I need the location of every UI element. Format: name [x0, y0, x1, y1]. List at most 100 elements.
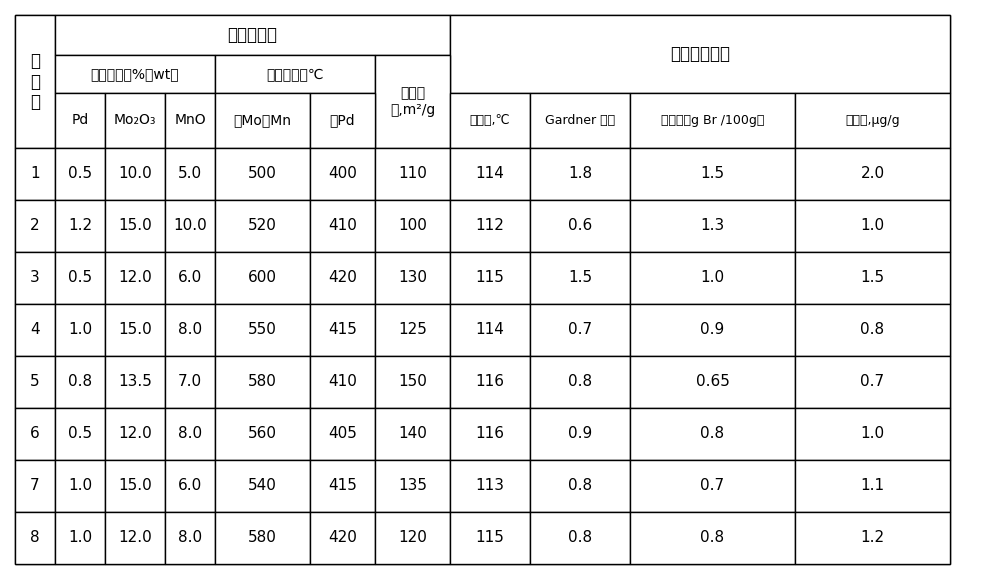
Bar — [310, 512, 375, 564]
Bar — [15, 408, 55, 460]
Text: 150: 150 — [398, 374, 427, 389]
Text: 0.8: 0.8 — [700, 531, 725, 546]
Bar — [15, 304, 55, 356]
Bar — [530, 148, 630, 200]
Text: Pd: Pd — [71, 114, 89, 128]
Text: 405: 405 — [328, 427, 357, 441]
Bar — [375, 200, 450, 252]
Text: 600: 600 — [248, 271, 277, 286]
Bar — [310, 252, 375, 304]
Text: 1.3: 1.3 — [700, 219, 725, 234]
Bar — [530, 512, 630, 564]
Bar — [215, 252, 310, 304]
Bar — [630, 148, 795, 200]
Bar — [530, 252, 630, 304]
Bar — [530, 408, 630, 460]
Text: 0.5: 0.5 — [68, 271, 92, 286]
Text: 1.0: 1.0 — [700, 271, 725, 286]
Text: 113: 113 — [476, 479, 505, 493]
Text: 15.0: 15.0 — [118, 219, 152, 234]
Bar — [310, 304, 375, 356]
Text: 420: 420 — [328, 531, 357, 546]
Text: 氢化树脂指标: 氢化树脂指标 — [670, 45, 730, 63]
Text: 1.0: 1.0 — [860, 427, 885, 441]
Bar — [15, 356, 55, 408]
Text: 7: 7 — [30, 479, 40, 493]
Text: 0.5: 0.5 — [68, 167, 92, 181]
Bar — [450, 356, 530, 408]
Text: 1.5: 1.5 — [860, 271, 885, 286]
Text: 140: 140 — [398, 427, 427, 441]
Text: 415: 415 — [328, 479, 357, 493]
Bar — [105, 460, 165, 512]
Text: 8: 8 — [30, 531, 40, 546]
Text: 8.0: 8.0 — [178, 322, 202, 338]
Bar — [55, 356, 105, 408]
Bar — [105, 356, 165, 408]
Text: 载Mo、Mn: 载Mo、Mn — [234, 114, 292, 128]
Bar — [165, 200, 215, 252]
Text: 100: 100 — [398, 219, 427, 234]
Text: 550: 550 — [248, 322, 277, 338]
Text: 500: 500 — [248, 167, 277, 181]
Text: 116: 116 — [476, 374, 505, 389]
Text: 112: 112 — [476, 219, 504, 234]
Text: 415: 415 — [328, 322, 357, 338]
Bar — [375, 460, 450, 512]
Text: 12.0: 12.0 — [118, 531, 152, 546]
Bar — [55, 512, 105, 564]
Text: 溴值，（g Br /100g）: 溴值，（g Br /100g） — [661, 114, 764, 127]
Bar — [55, 93, 105, 148]
Text: 6.0: 6.0 — [178, 479, 202, 493]
Text: 硫含量,μg/g: 硫含量,μg/g — [845, 114, 900, 127]
Text: MnO: MnO — [174, 114, 206, 128]
Text: 8.0: 8.0 — [178, 427, 202, 441]
Bar — [630, 356, 795, 408]
Bar — [165, 252, 215, 304]
Bar — [375, 408, 450, 460]
Text: 4: 4 — [30, 322, 40, 338]
Bar — [530, 460, 630, 512]
Text: 115: 115 — [476, 271, 504, 286]
Bar — [215, 55, 375, 93]
Bar — [55, 200, 105, 252]
Text: 420: 420 — [328, 271, 357, 286]
Text: 0.7: 0.7 — [568, 322, 592, 338]
Bar — [630, 252, 795, 304]
Bar — [630, 460, 795, 512]
Text: 135: 135 — [398, 479, 427, 493]
Bar — [165, 148, 215, 200]
Bar — [630, 304, 795, 356]
Text: 1.0: 1.0 — [860, 219, 885, 234]
Text: 焙烧温度，℃: 焙烧温度，℃ — [266, 67, 324, 81]
Text: 5.0: 5.0 — [178, 167, 202, 181]
Bar — [450, 93, 530, 148]
Bar — [165, 356, 215, 408]
Text: 13.5: 13.5 — [118, 374, 152, 389]
Text: 实
施
例: 实 施 例 — [30, 52, 40, 111]
Text: 6: 6 — [30, 427, 40, 441]
Bar — [165, 512, 215, 564]
Text: 2: 2 — [30, 219, 40, 234]
Bar — [530, 200, 630, 252]
Bar — [55, 460, 105, 512]
Bar — [795, 356, 950, 408]
Bar — [795, 304, 950, 356]
Bar — [105, 200, 165, 252]
Bar — [630, 200, 795, 252]
Bar — [215, 148, 310, 200]
Text: Mo₂O₃: Mo₂O₃ — [114, 114, 156, 128]
Bar — [55, 408, 105, 460]
Text: 410: 410 — [328, 219, 357, 234]
Bar — [215, 356, 310, 408]
Text: 560: 560 — [248, 427, 277, 441]
Bar — [375, 148, 450, 200]
Text: 10.0: 10.0 — [173, 219, 207, 234]
Bar — [15, 252, 55, 304]
Bar — [450, 200, 530, 252]
Bar — [165, 408, 215, 460]
Bar — [795, 512, 950, 564]
Text: 0.8: 0.8 — [68, 374, 92, 389]
Bar — [15, 512, 55, 564]
Bar — [165, 460, 215, 512]
